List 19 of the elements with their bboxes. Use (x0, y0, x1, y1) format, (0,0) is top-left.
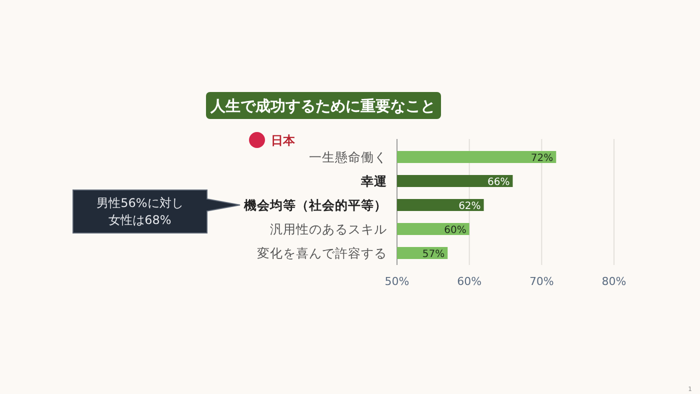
y-tick-label: 汎用性のあるスキル (270, 222, 387, 236)
x-tick-label: 60% (457, 275, 482, 288)
data-label: 62% (458, 201, 481, 212)
data-label: 57% (422, 249, 445, 260)
data-label: 72% (530, 153, 554, 164)
x-tick-label: 70% (529, 275, 554, 288)
x-tick-label: 50% (384, 275, 410, 288)
data-label: 66% (488, 177, 510, 188)
x-tick-label: 80% (602, 275, 626, 288)
chart-title: 人生で成功するために重要なこと (210, 97, 436, 115)
y-tick-label: 変化を喜んで許容する (257, 246, 387, 260)
data-label: 60% (444, 225, 466, 236)
y-tick-label: 一生懸命働く (309, 150, 387, 164)
y-tick-label: 機会均等（社会的平等） (243, 198, 387, 212)
text: 日本 (271, 134, 296, 148)
text: 男性56%に対し (96, 196, 184, 210)
title: 人生で成功するために重要なこと (206, 92, 441, 119)
y-tick-label: 幸運 (360, 174, 388, 188)
text: 女性は68% (108, 213, 172, 227)
